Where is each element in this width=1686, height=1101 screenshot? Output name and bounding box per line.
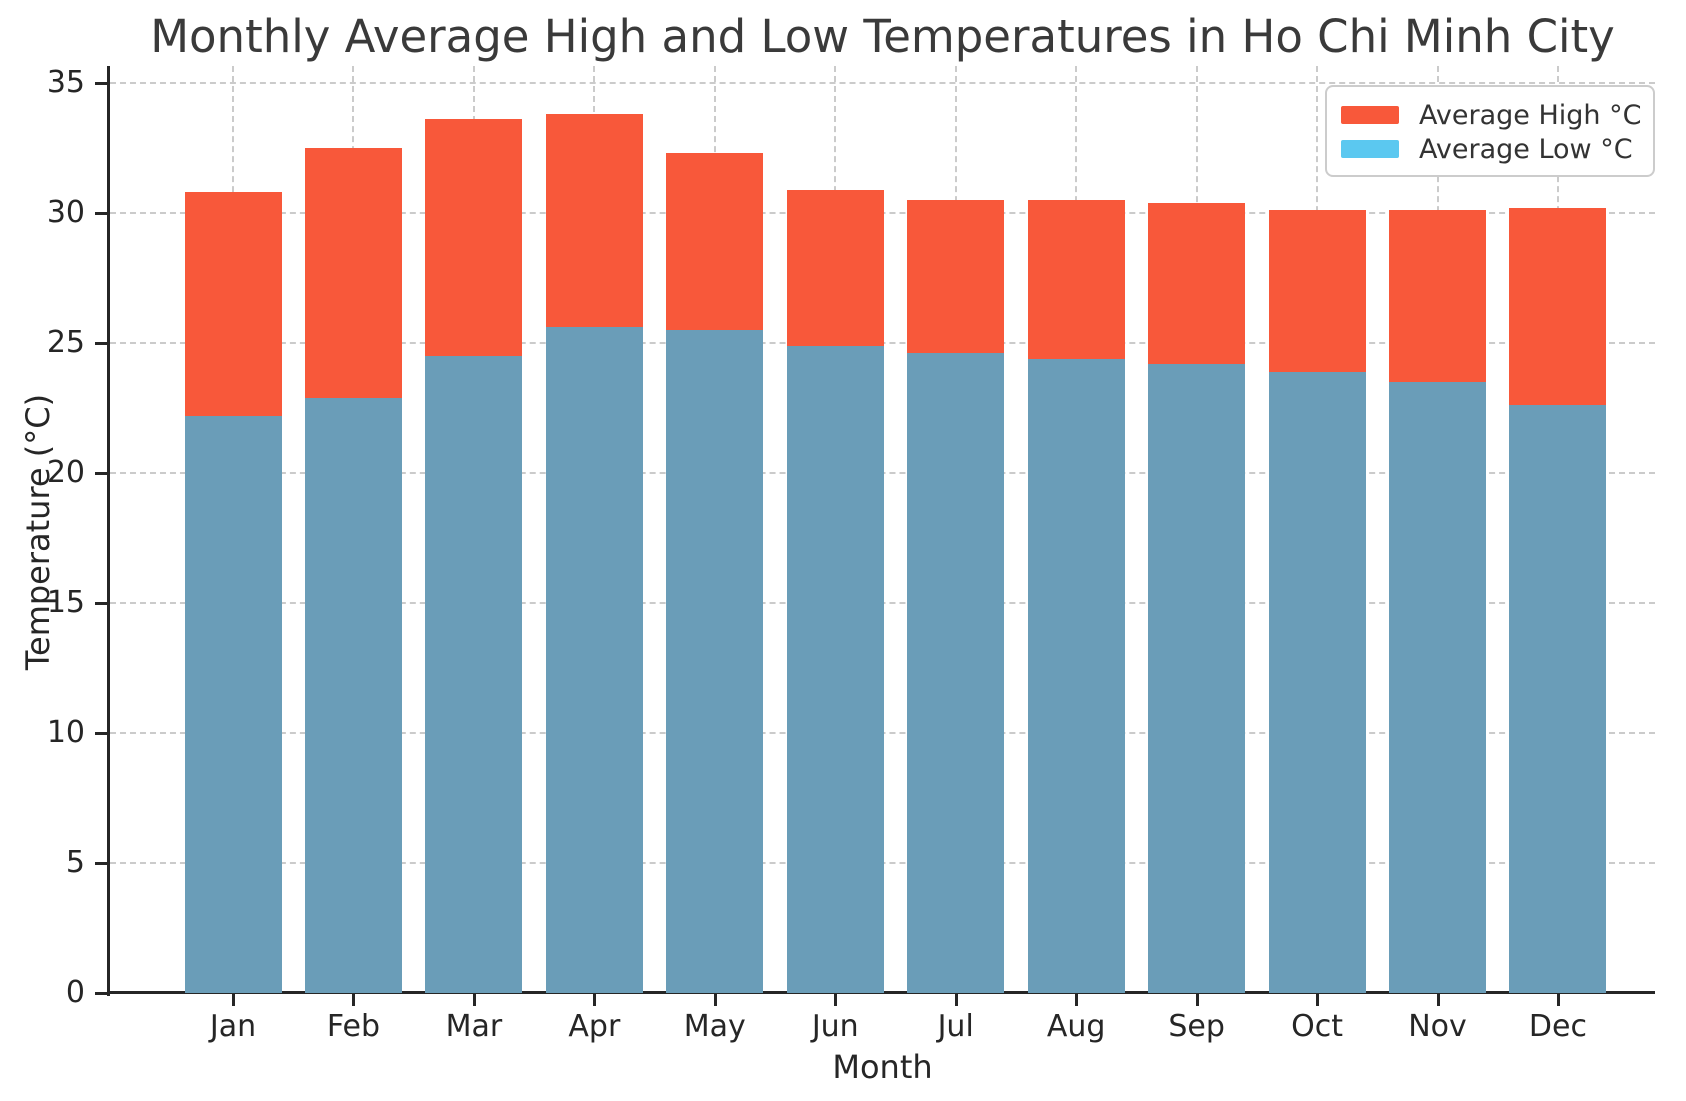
bar-low-Feb [304,397,402,993]
y-tick-label-25: 25 [46,324,85,360]
bar-low-May [666,329,764,993]
x-tick-Apr [593,994,597,1006]
x-tick-May [713,994,717,1006]
y-axis-spine [107,66,110,996]
x-tick-label-Dec: Dec [1528,1009,1587,1044]
x-tick-Jun [834,994,838,1006]
bar-low-Jun [786,345,884,993]
bar-low-Oct [1268,371,1366,993]
x-tick-label-Oct: Oct [1291,1009,1343,1044]
legend-row-high: Average High °C [1341,98,1641,132]
x-tick-label-Jun: Jun [811,1009,859,1044]
bar-low-Dec [1509,405,1607,993]
y-tick-30 [95,211,107,215]
x-tick-Feb [352,994,356,1006]
x-tick-label-Nov: Nov [1408,1009,1467,1044]
x-tick-label-Jan: Jan [209,1009,257,1044]
y-tick-label-10: 10 [46,714,85,750]
x-axis-title: Month [832,1048,933,1086]
y-tick-10 [95,731,107,735]
y-tick-35 [95,81,107,85]
legend-label-high: Average High °C [1419,99,1642,131]
y-tick-label-30: 30 [46,194,85,230]
y-tick-label-15: 15 [46,584,85,620]
x-tick-Oct [1316,994,1320,1006]
bar-low-Nov [1389,381,1486,993]
x-tick-Sep [1195,994,1199,1006]
x-tick-Jan [232,994,235,1006]
y-tick-label-35: 35 [46,64,85,100]
y-tick-5 [95,861,107,865]
y-tick-label-5: 5 [65,844,85,880]
bar-low-Aug [1027,358,1125,993]
x-tick-Dec [1556,994,1560,1006]
y-tick-25 [95,341,107,345]
legend: Average High °C Average Low °C [1325,85,1655,177]
bar-low-Jan [184,415,282,993]
y-tick-0 [95,992,107,995]
x-tick-Jul [954,994,958,1006]
x-tick-Nov [1436,994,1440,1006]
chart-title: Monthly Average High and Low Temperature… [150,10,1615,63]
y-tick-label-0: 0 [65,975,85,1010]
y-tick-label-20: 20 [46,454,85,490]
plot-area [110,66,1655,993]
x-tick-label-Jul: Jul [937,1009,974,1044]
x-tick-label-Mar: Mar [445,1009,503,1044]
bar-low-Mar [425,355,523,993]
x-tick-label-Feb: Feb [326,1009,380,1044]
h-gridline-35 [110,81,1655,84]
legend-row-low: Average Low °C [1341,132,1637,166]
y-tick-15 [95,601,107,605]
x-tick-Mar [472,994,476,1006]
x-tick-label-Aug: Aug [1046,1009,1106,1044]
bar-low-Apr [545,327,643,993]
x-tick-label-May: May [683,1009,746,1044]
legend-swatch-low-icon [1341,140,1399,158]
legend-label-low: Average Low °C [1419,133,1633,165]
legend-swatch-high-icon [1341,106,1399,124]
bar-low-Sep [1148,363,1246,993]
x-tick-Aug [1075,994,1079,1006]
bar-low-Jul [907,353,1005,993]
y-tick-20 [95,471,107,475]
x-tick-label-Apr: Apr [568,1009,621,1044]
x-tick-label-Sep: Sep [1168,1009,1225,1044]
